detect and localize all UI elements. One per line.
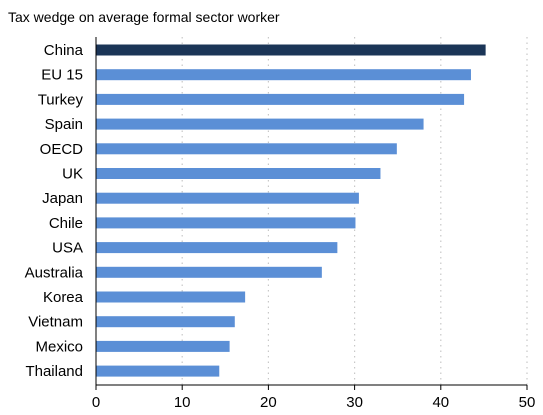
x-tick-label: 20 [260, 394, 277, 411]
x-axis [95, 37, 528, 390]
category-label: USA [52, 240, 83, 257]
x-tick-label: 50 [519, 394, 536, 411]
x-tick-label: 10 [174, 394, 191, 411]
category-label: Thailand [25, 363, 83, 380]
category-label: Korea [43, 289, 84, 306]
bars [96, 44, 486, 377]
x-tick-label: 0 [92, 394, 100, 411]
bar-japan [96, 192, 359, 204]
gridlines [181, 37, 528, 385]
bar-oecd [96, 143, 397, 155]
x-tick-labels: 0 10 20 30 40 50 [92, 394, 536, 411]
category-label: Chile [49, 215, 83, 232]
category-label: Vietnam [28, 314, 83, 331]
bar-vietnam [96, 316, 235, 328]
bar-uk [96, 168, 381, 179]
bar-china [96, 44, 486, 56]
bar-eu-15 [96, 69, 471, 81]
category-label: Spain [45, 116, 83, 133]
category-labels: China EU 15 Turkey Spain OECD UK Japan Chile USA… [25, 42, 84, 380]
bar-usa [96, 242, 338, 254]
category-label: Turkey [38, 91, 84, 108]
bar-chile [96, 217, 356, 229]
category-label: UK [62, 166, 83, 183]
bar-korea [96, 291, 246, 303]
bar-thailand [96, 365, 220, 377]
category-label: Japan [42, 190, 83, 207]
x-tick-label: 40 [432, 394, 449, 411]
chart-title: Tax wedge on average formal sector worke… [8, 9, 280, 25]
category-label: Mexico [35, 338, 83, 355]
bar-australia [96, 266, 322, 278]
bar-turkey [96, 93, 465, 105]
x-tick-label: 30 [346, 394, 363, 411]
category-label: OECD [40, 141, 84, 158]
category-label: Australia [25, 264, 84, 281]
bar-spain [96, 118, 424, 130]
category-label: EU 15 [41, 67, 83, 84]
category-label: China [44, 42, 84, 59]
bar-mexico [96, 340, 230, 352]
